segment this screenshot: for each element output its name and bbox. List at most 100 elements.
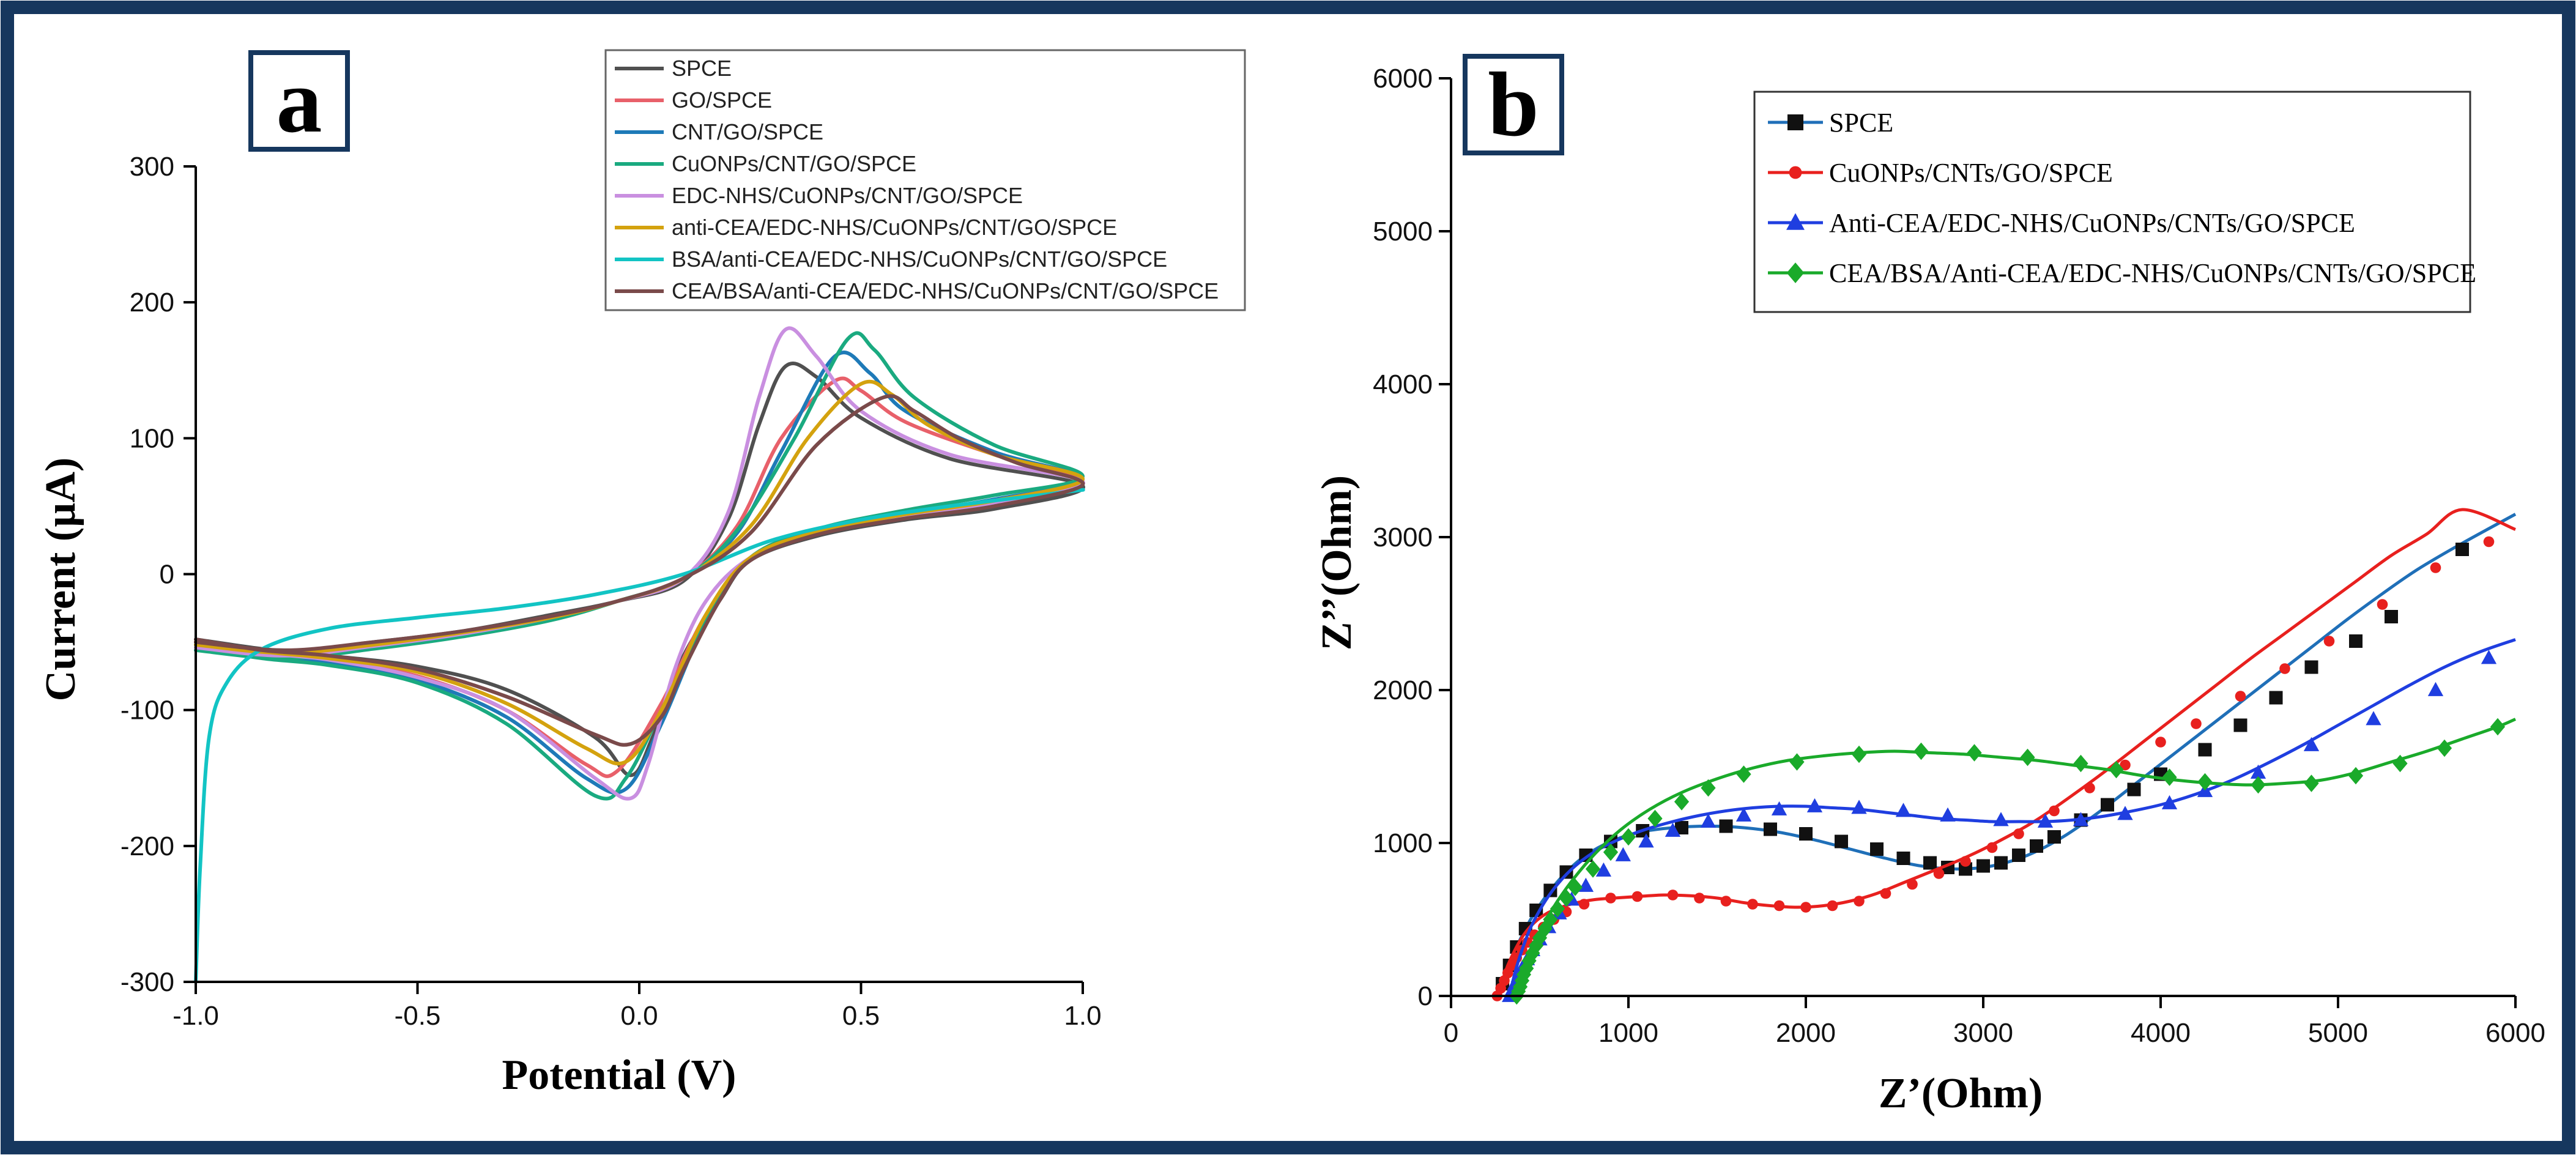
panel-b-data-point [1701,779,1716,797]
panel-a-y-tick-label: 0 [160,560,174,590]
panel-b-data-point [1665,822,1681,837]
panel-b-data-point [1559,865,1573,879]
panel-b-data-point [2377,599,2388,610]
panel-b-data-point [2120,759,2131,771]
panel-b-data-point [1735,807,1752,822]
panel-b-data-point [2109,760,2124,779]
panel-b-legend: SPCE CuONPs/CNTs/GO/SPCE Anti-CEA/EDC-NHS/… [1753,91,2476,313]
panel-b-data-point [1977,859,1990,873]
panel-a-y-tick-label: -200 [121,831,174,861]
panel-b-data-point [2101,798,2114,812]
panel-a-curve-8 [194,394,1085,747]
panel-b-data-point [2427,681,2444,696]
panel-b-data-point [2013,828,2024,839]
panel-b-legend-label: CuONPs/CNTs/GO/SPCE [1829,158,2113,188]
panel-b-curves [1491,508,2517,1005]
panel-b-data-point [1667,889,1679,901]
panel-b-data-point [1578,877,1594,892]
panel-a-label-box [248,50,350,152]
panel-b-data-point [1851,745,1867,763]
panel-b-data-point [1559,889,1574,907]
panel-a-cyclic-voltammetry: a -1.0 -0.5 0.0 0.5 1.0 -300 -200 -100 0 100 200 3… [37,49,1246,1099]
panel-b-y-tick-label: 3000 [1373,522,1433,552]
panel-a-y-tick-label: 100 [130,423,174,453]
panel-b-data-point [2047,830,2061,844]
panel-b-data-point [1993,812,2009,826]
panel-b-x-tick-label: 1000 [1598,1018,1658,1048]
panel-b-data-point [2012,849,2025,862]
panel-b-data-point [1896,852,1910,865]
panel-b-data-point [2385,610,2398,623]
panel-b-data-point [2437,739,2452,757]
panel-b-data-point [2191,718,2202,729]
panel-b-data-point [1799,827,1813,841]
panel-b-data-point [1603,843,1619,861]
panel-a-legend-label: CuONPs/CNT/GO/SPCE [672,151,916,176]
panel-b-x-tick-label: 4000 [2131,1018,2191,1048]
panel-b-x-tick-label: 0 [1444,1018,1458,1048]
panel-a-y-axis-title: Current (µA) [37,458,84,702]
panel-b-data-point [1736,765,1751,783]
panel-b-data-point [1595,862,1612,877]
panel-b-data-point [2161,795,2178,809]
panel-b-data-point [1986,842,1998,853]
panel-b-data-point [2117,806,2133,820]
panel-b-legend-label: CEA/BSA/Anti-CEA/EDC-NHS/CuONPs/CNTs/GO/… [1829,258,2476,288]
panel-b-y-tick-label: 1000 [1373,828,1433,858]
panel-a-y-tick-label: 200 [130,288,174,318]
panel-b-data-point [2049,805,2060,817]
panel-b-y-tick-label: 0 [1418,981,1433,1011]
panel-b-data-point [1647,809,1663,828]
panel-b-data-point [2269,691,2283,705]
panel-b-legend-marker [1787,114,1803,130]
panel-b-data-point [2304,774,2319,792]
panel-b-data-point [1800,902,1811,913]
panel-b-data-point [1940,807,1956,822]
panel-b-data-point [2030,839,2043,853]
panel-a-x-tick-label: -1.0 [173,1001,219,1031]
panel-a-x-ticks: -1.0 -0.5 0.0 0.5 1.0 [173,982,1102,1031]
panel-a-legend-label: anti-CEA/EDC-NHS/CuONPs/CNT/GO/SPCE [672,215,1117,240]
panel-b-data-point [2233,718,2248,732]
panel-a-x-tick-label: 0.0 [620,1001,658,1031]
panel-b-data-point [1578,899,1590,910]
panel-b-data-point [2348,767,2364,785]
panel-b-data-point [2481,650,2497,664]
panel-b-data-point [2127,782,2141,797]
panel-b-data-point [1529,904,1543,917]
panel-b-nyquist-plot: b 0 1000 2000 3000 4000 5000 6000 0 1000 2000 300… [1313,54,2545,1117]
panel-a-legend: SPCE GO/SPCE CNT/GO/SPCE CuONPs/CNT/GO/SPCE… [604,49,1246,311]
panel-a-legend-label: GO/SPCE [672,87,772,113]
panel-b-y-axis-title: Z’’(Ohm) [1313,475,1360,650]
panel-b-data-point [2323,636,2335,647]
panel-b-data-point [1907,878,1918,890]
panel-b-data-point [2279,663,2290,674]
panel-b-x-tick-label: 5000 [2308,1018,2368,1048]
panel-a-y-tick-label: -300 [121,967,174,997]
panel-b-data-point [2162,768,2177,786]
panel-b-label: b [1488,54,1539,155]
panel-a-curve-7 [194,488,1085,984]
panel-b-data-point [2304,660,2318,674]
panel-a-x-axis-title: Potential (V) [502,1052,737,1099]
panel-b-data-point [1870,842,1884,856]
panel-b-data-point [1959,862,1972,876]
panel-b-data-point [1923,856,1937,870]
panel-b-data-point [1567,878,1583,896]
panel-b-data-point [1771,801,1787,815]
panel-b-label-box [1463,54,1564,155]
panel-b-legend-label: SPCE [1829,108,1893,138]
panel-b-x-ticks: 0 1000 2000 3000 4000 5000 6000 [1444,996,2545,1048]
panel-a-legend-label: BSA/anti-CEA/EDC-NHS/CuONPs/CNT/GO/SPCE [672,247,1167,272]
panel-b-data-point [1827,900,1838,912]
panel-b-legend-marker [1786,213,1805,230]
panel-b-y-tick-label: 5000 [1373,217,1433,247]
panel-b-series-4 [1509,718,2517,1005]
panel-b-data-point [2073,812,2089,826]
panel-b-legend-marker [1786,262,1805,283]
panel-b-data-point [1835,834,1848,849]
panel-b-data-point [1674,793,1690,811]
panel-b-y-tick-label: 4000 [1373,370,1433,399]
